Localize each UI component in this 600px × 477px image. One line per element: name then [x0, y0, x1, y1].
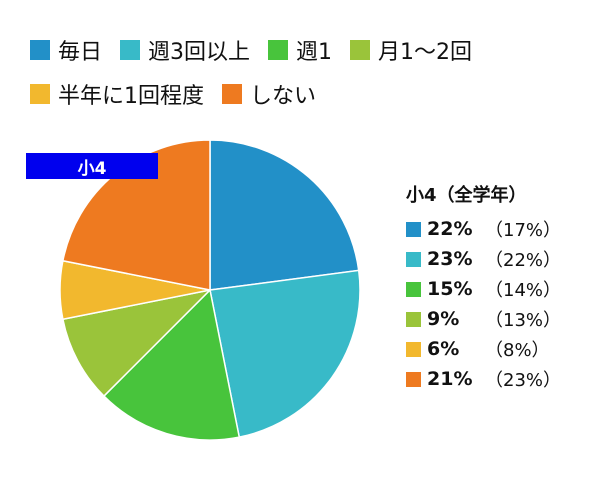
chart-title-tag: 小4	[26, 153, 158, 179]
legend-label: しない	[250, 84, 317, 109]
panel-title: 小4（全学年）	[406, 185, 527, 206]
legend-swatch	[222, 84, 242, 104]
panel-value: 22%	[427, 218, 473, 240]
panel-value: 21%	[427, 368, 473, 390]
legend-item: 週1	[268, 34, 332, 66]
panel-value: 23%	[427, 248, 473, 270]
panel-previous-value: （22%）	[485, 250, 562, 271]
legend-swatch	[30, 84, 50, 104]
panel-row: 15% （14%）	[406, 274, 561, 304]
panel-swatch	[406, 311, 421, 327]
chart-title: 小4	[77, 158, 107, 179]
panel-swatch	[406, 371, 421, 387]
legend-item: 毎日	[30, 34, 102, 66]
legend-swatch	[350, 40, 371, 60]
legend-label: 週1	[296, 40, 333, 65]
panel-value: 9%	[427, 308, 460, 330]
panel-previous-value: （13%）	[485, 310, 562, 331]
panel-row: 9% （13%）	[406, 304, 561, 334]
legend-swatch	[120, 40, 141, 60]
legend-label: 週3回以上	[148, 40, 251, 65]
panel-swatch	[406, 341, 421, 357]
legend-row: 毎日 週3回以上 週1 月1〜2回	[30, 28, 590, 72]
panel-value: 15%	[427, 278, 473, 300]
pie-slice	[209, 139, 360, 291]
panel-swatch	[406, 251, 421, 267]
legend-swatch	[30, 40, 50, 60]
legend-item: 月1〜2回	[350, 34, 472, 66]
pie-slice	[209, 269, 361, 439]
panel-previous-value: （23%）	[485, 370, 562, 391]
pie-slice	[102, 288, 241, 441]
panel-row: 23% （22%）	[406, 244, 561, 274]
pie-slice	[61, 288, 213, 398]
panel-row: 22% （17%）	[406, 214, 561, 244]
legend: 毎日 週3回以上 週1 月1〜2回半年に1回程度 しない	[30, 28, 590, 116]
panel-value: 6%	[427, 338, 460, 360]
panel-row: 21% （23%）	[406, 364, 561, 394]
panel-previous-value: （17%）	[485, 220, 562, 241]
panel-previous-value: （8%）	[485, 340, 550, 361]
values-panel: 小4（全学年） 22% （17%） 23% （22%） 15% （14%） 9% （13%） 6…	[406, 178, 561, 394]
legend-item: 半年に1回程度	[30, 78, 204, 110]
panel-swatch	[406, 281, 421, 297]
legend-item: しない	[222, 78, 316, 110]
panel-previous-value: （14%）	[485, 280, 562, 301]
legend-item: 週3回以上	[120, 34, 250, 66]
legend-swatch	[268, 40, 289, 60]
legend-label: 毎日	[58, 40, 103, 65]
panel-row: 6% （8%）	[406, 334, 561, 364]
legend-label: 月1〜2回	[378, 40, 473, 65]
panel-swatch	[406, 221, 421, 237]
legend-row: 半年に1回程度 しない	[30, 72, 590, 116]
legend-label: 半年に1回程度	[58, 84, 204, 109]
panel-rows: 22% （17%） 23% （22%） 15% （14%） 9% （13%） 6% （8%） 21%…	[406, 214, 561, 394]
